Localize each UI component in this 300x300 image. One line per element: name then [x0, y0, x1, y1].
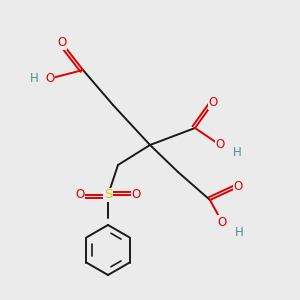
Text: O: O [57, 37, 67, 50]
Text: O: O [45, 71, 55, 85]
Text: H: H [232, 146, 242, 158]
Text: O: O [131, 188, 141, 202]
Text: H: H [235, 226, 243, 238]
Text: O: O [218, 215, 226, 229]
Text: O: O [215, 139, 225, 152]
Text: O: O [208, 97, 217, 110]
Text: O: O [233, 181, 243, 194]
Text: O: O [75, 188, 85, 202]
Text: S: S [104, 188, 112, 202]
Text: H: H [30, 71, 38, 85]
